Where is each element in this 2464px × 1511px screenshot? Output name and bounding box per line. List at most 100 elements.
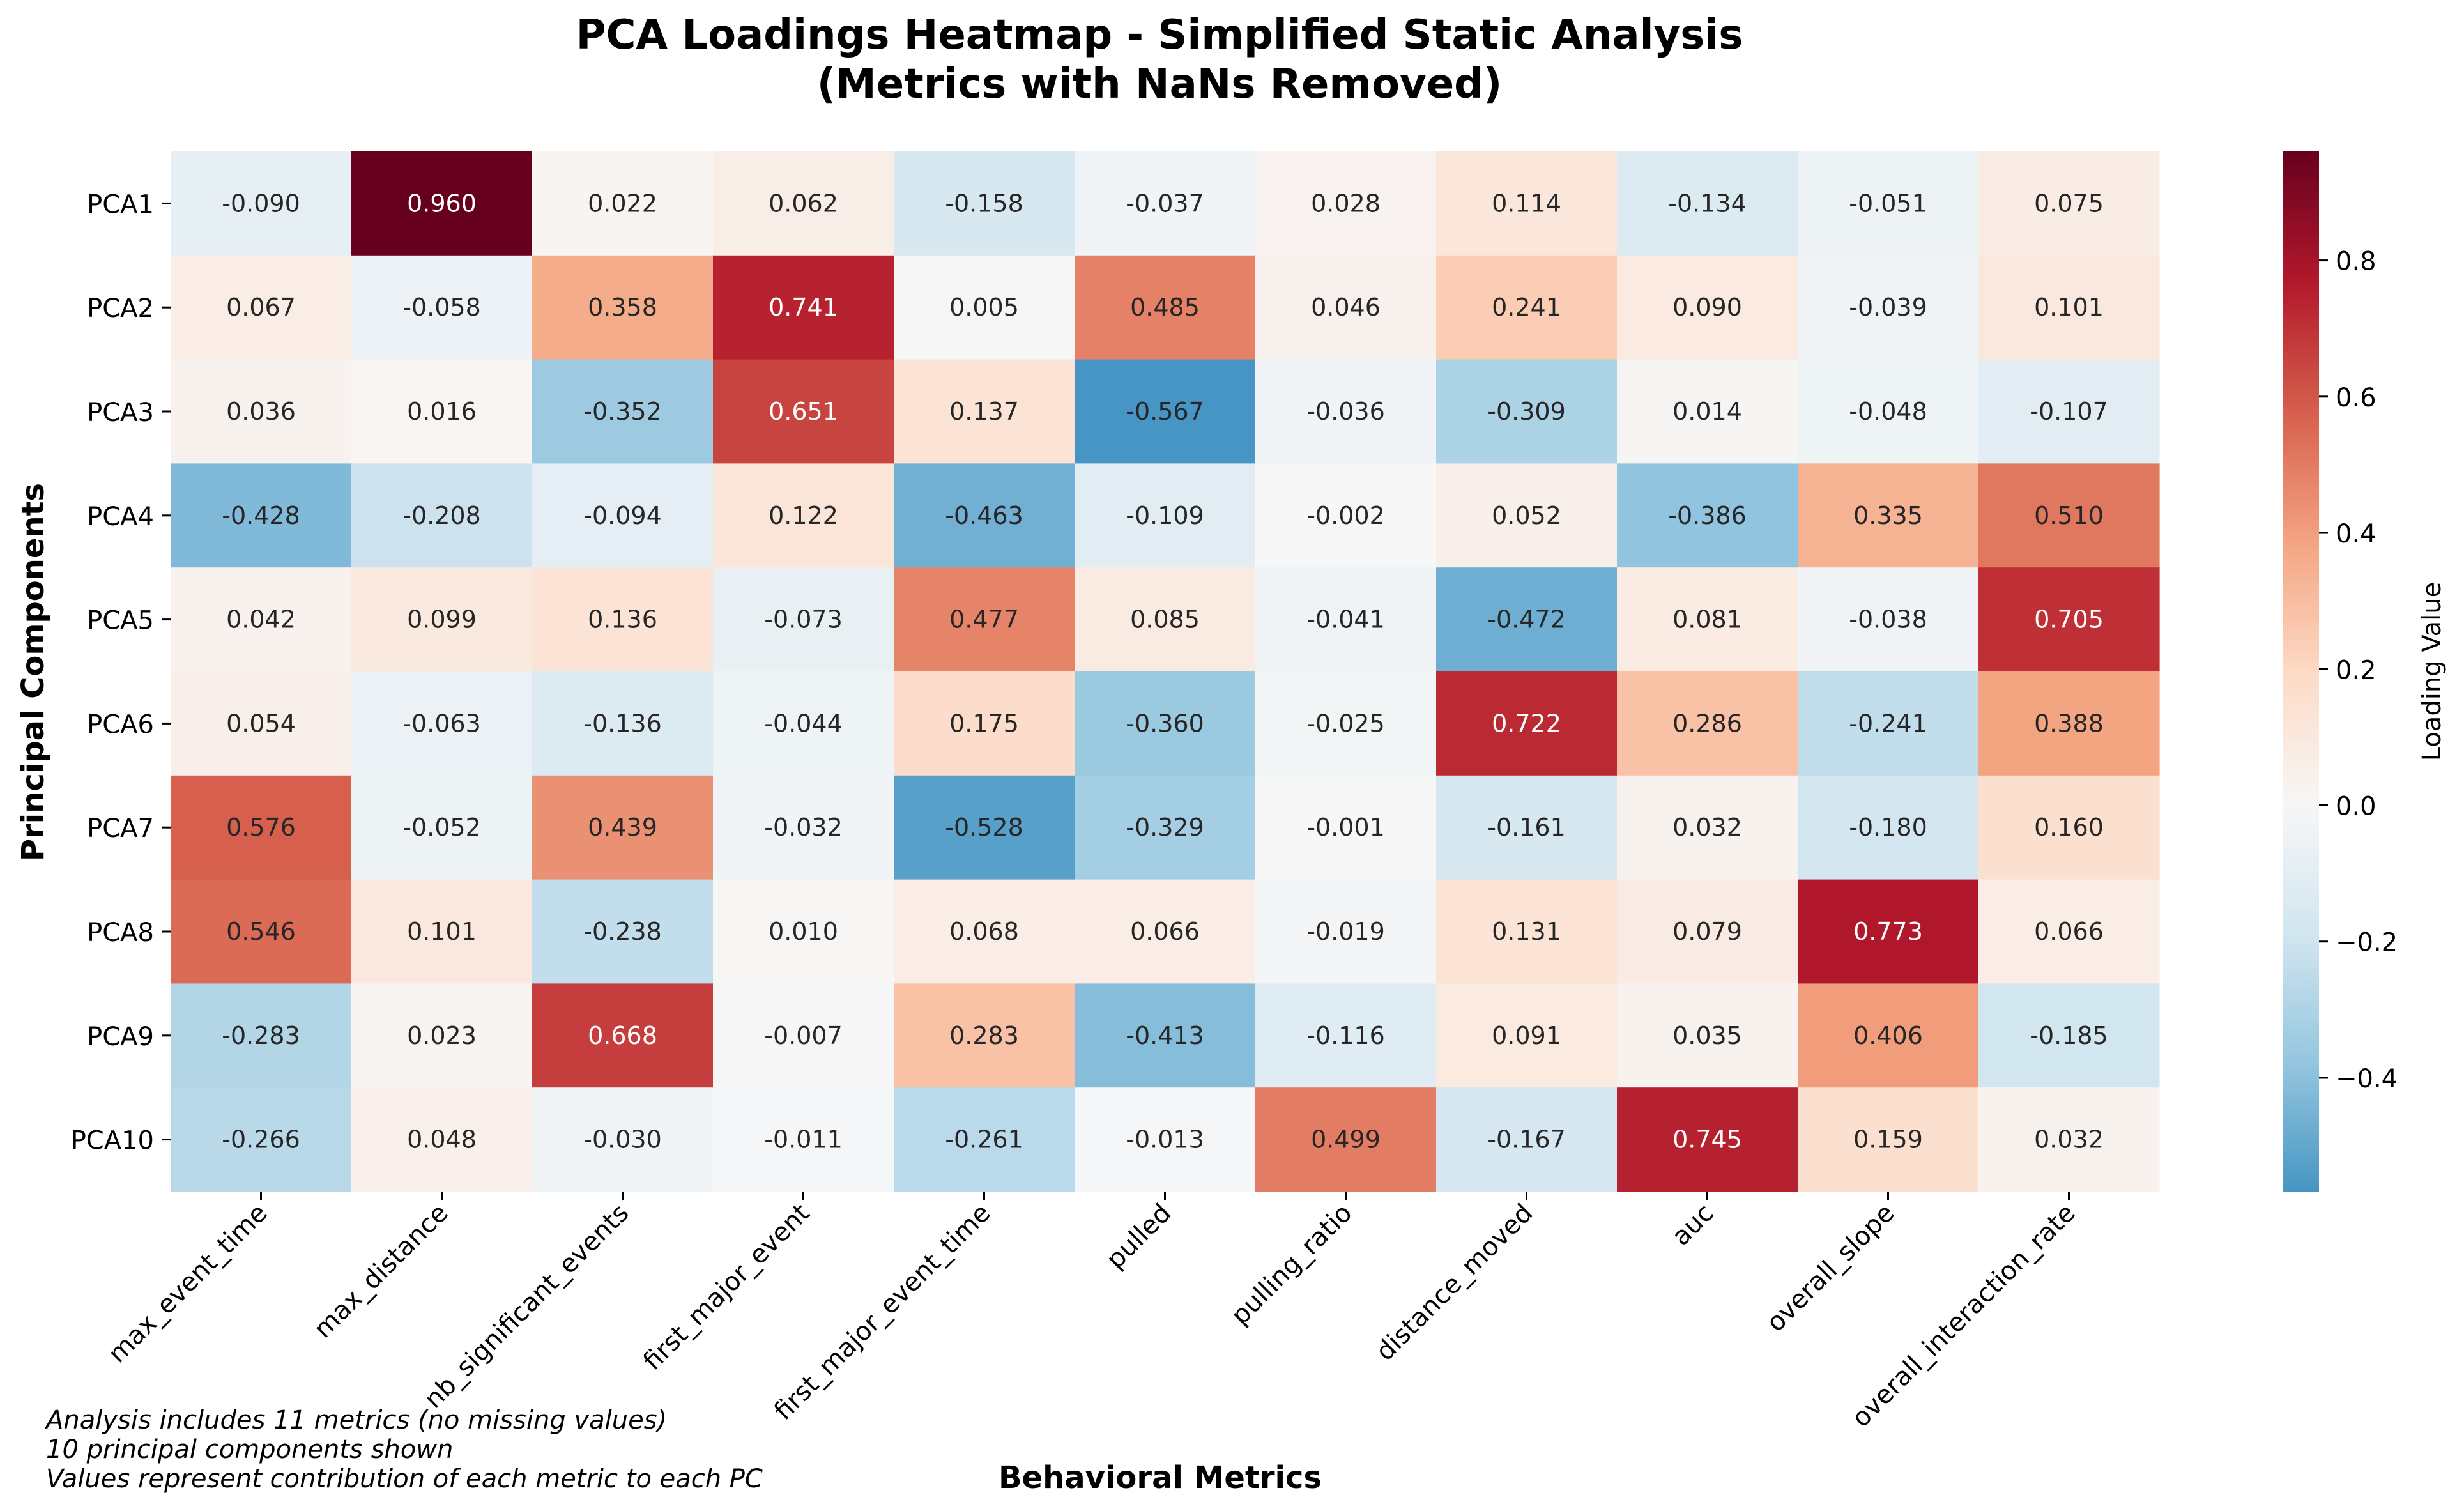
- heatmap-cell: [1436, 1087, 1618, 1192]
- heatmap-cell: [532, 1087, 714, 1192]
- cell-value-label: -0.136: [583, 709, 662, 737]
- heatmap-cell: [1436, 567, 1618, 672]
- heatmap-cell: [351, 359, 533, 464]
- heatmap-cell: [1798, 1087, 1979, 1192]
- cell-value-label: -0.094: [583, 502, 662, 530]
- cell-value-label: 0.741: [769, 293, 838, 321]
- cell-value-label: -0.001: [1306, 813, 1385, 841]
- colorbar-tick-label: −0.2: [2336, 928, 2398, 958]
- heatmap-cell: [1617, 151, 1798, 256]
- heatmap-cell: [351, 879, 533, 984]
- cell-value-label: -0.261: [945, 1126, 1023, 1154]
- y-axis-label: Principal Components: [15, 482, 51, 862]
- cell-value-label: 0.068: [949, 917, 1019, 946]
- x-axis: max_event_time max_distancenb_significant…: [103, 1192, 2081, 1433]
- cell-value-label: -0.030: [583, 1126, 662, 1154]
- y-tick-label: PCA8: [87, 918, 154, 947]
- heatmap-cell: [894, 463, 1075, 568]
- cell-value-label: 0.773: [1853, 917, 1923, 946]
- heatmap-cell: [1075, 463, 1256, 568]
- cell-value-label: -0.052: [402, 813, 481, 841]
- heatmap-cell: [1617, 359, 1798, 464]
- heatmap-cell: [894, 151, 1075, 256]
- heatmap-cell: [351, 255, 533, 360]
- cell-value-label: -0.048: [1849, 397, 1927, 426]
- x-tick-label: pulled: [1101, 1199, 1177, 1275]
- x-tick-label: auc: [1666, 1199, 1719, 1252]
- heatmap-cell: [1798, 671, 1979, 776]
- cell-value-label: -0.238: [583, 917, 662, 946]
- heatmap-cell: [713, 1087, 894, 1192]
- heatmap-cell: [1436, 879, 1618, 984]
- heatmap-cell: [1075, 983, 1256, 1088]
- heatmap-cell-labels: -0.090 0.960 0.022 0.062 -0.158 -0.037 0.028 0.…: [222, 189, 2108, 1153]
- heatmap-cell: [713, 983, 894, 1088]
- x-tick-label: overall_slope: [1761, 1199, 1901, 1338]
- cell-value-label: -0.036: [1306, 397, 1385, 426]
- y-tick-label: PCA4: [87, 502, 154, 532]
- cell-value-label: 0.036: [226, 397, 296, 426]
- annotation-line-3: Values represent contribution of each me…: [46, 1464, 763, 1494]
- cell-value-label: -0.413: [1126, 1022, 1204, 1050]
- colorbar-tick-label: 0.6: [2336, 383, 2376, 413]
- x-axis-label: Behavioral Metrics: [998, 1460, 1322, 1496]
- cell-value-label: 0.014: [1672, 397, 1742, 426]
- y-tick-label: PCA6: [87, 710, 154, 739]
- cell-value-label: -0.329: [1126, 813, 1204, 841]
- heatmap-cell: [894, 359, 1075, 464]
- heatmap-cell: [1617, 463, 1798, 568]
- heatmap-cell: [1075, 359, 1256, 464]
- heatmap-cell: [351, 151, 533, 256]
- heatmap-cell: [1436, 359, 1618, 464]
- cell-value-label: -0.025: [1306, 709, 1385, 737]
- heatmap-cell: [1617, 1087, 1798, 1192]
- heatmap-cell: [894, 879, 1075, 984]
- heatmap-cell: [351, 983, 533, 1088]
- cell-value-label: 0.499: [1311, 1126, 1381, 1154]
- cell-value-label: -0.058: [402, 293, 481, 321]
- heatmap-cell: [1978, 671, 2160, 776]
- cell-value-label: 0.067: [226, 293, 296, 321]
- heatmap-cell: [1436, 671, 1618, 776]
- heatmap-cell: [1255, 879, 1437, 984]
- cell-value-label: 0.032: [1672, 813, 1742, 841]
- heatmap-cell: [1798, 463, 1979, 568]
- cell-value-label: 0.022: [588, 189, 657, 217]
- colorbar: −0.4 −0.2 0.0 0.2 0.4 0.6 0.8 Loading Value: [2283, 151, 2447, 1192]
- heatmap-cell: [351, 671, 533, 776]
- heatmap-cell: [1255, 671, 1437, 776]
- cell-value-label: 0.075: [2034, 189, 2104, 217]
- heatmap-cell: [713, 775, 894, 880]
- cell-value-label: -0.039: [1849, 293, 1927, 321]
- cell-value-label: 0.046: [1311, 293, 1381, 321]
- heatmap-cell: [1436, 151, 1618, 256]
- cell-value-label: 0.081: [1672, 606, 1742, 634]
- heatmap-cell: [351, 567, 533, 672]
- cell-value-label: 0.651: [769, 397, 838, 426]
- heatmap-cell: [713, 671, 894, 776]
- x-tick-label: max_distance: [308, 1199, 454, 1344]
- heatmap-cell: [351, 463, 533, 568]
- heatmap-cell: [171, 879, 352, 984]
- cell-value-label: -0.107: [2030, 397, 2108, 426]
- heatmap-cell: [1617, 879, 1798, 984]
- heatmap-cell: [532, 775, 714, 880]
- cell-value-label: 0.101: [2034, 293, 2104, 321]
- heatmap-cell: [1978, 359, 2160, 464]
- cell-value-label: -0.037: [1126, 189, 1204, 217]
- heatmap-cell: [1978, 463, 2160, 568]
- cell-value-label: 0.160: [2034, 813, 2104, 841]
- heatmap-cell: [1075, 671, 1256, 776]
- cell-value-label: -0.002: [1306, 502, 1385, 530]
- y-tick-label: PCA10: [71, 1126, 154, 1156]
- heatmap-cell: [1075, 879, 1256, 984]
- heatmap-cell: [1978, 775, 2160, 880]
- heatmap-cell: [1617, 983, 1798, 1088]
- heatmap-cell: [1436, 983, 1618, 1088]
- heatmap-cell: [171, 1087, 352, 1192]
- cell-value-label: -0.352: [583, 397, 662, 426]
- cell-value-label: 0.010: [769, 917, 838, 946]
- cell-value-label: 0.079: [1672, 917, 1742, 946]
- heatmap-cell: [1798, 151, 1979, 256]
- heatmap-cell: [532, 879, 714, 984]
